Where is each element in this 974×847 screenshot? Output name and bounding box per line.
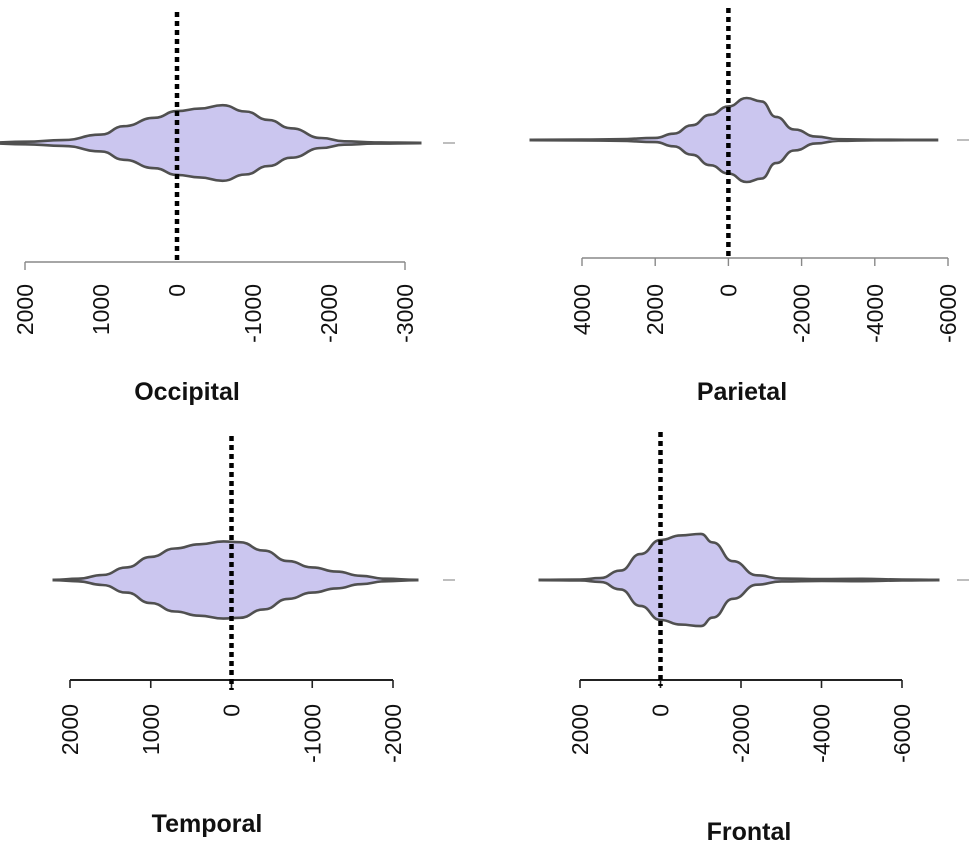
frontal-tick-label-1: 0 [648,704,674,717]
occipital-violin [0,103,422,183]
parietal-tick-label-1: 2000 [642,284,668,335]
occipital-tick-label-4: -2000 [316,284,342,343]
temporal-tick-label-0: 2000 [57,704,83,755]
occipital-tick-label-0: 2000 [12,284,38,335]
parietal-tick-label-4: -4000 [862,284,888,343]
temporal-tick-label-3: -1000 [299,704,325,763]
occipital-tick-label-5: -3000 [392,284,418,343]
frontal-tick-label-0: 2000 [567,704,593,755]
temporal-panel: 2000 1000 0 -1000 -2000 Temporal [52,436,455,838]
occipital-tick-label-3: -1000 [240,284,266,343]
temporal-violin [52,540,419,620]
parietal-tick-label-0: 4000 [569,284,595,335]
parietal-tick-label-5: -6000 [935,284,961,343]
temporal-tick-label-4: -2000 [380,704,406,763]
occipital-panel: 2000 1000 0 -1000 -2000 -3000 Occipital [0,12,455,406]
frontal-tick-label-2: -2000 [728,704,754,763]
frontal-panel: 2000 0 -2000 -4000 -6000 Frontal [538,432,969,846]
parietal-violin [529,96,939,184]
occipital-title: Occipital [134,378,240,406]
occipital-tick-label-1: 1000 [88,284,114,335]
temporal-tick-label-1: 1000 [138,704,164,755]
parietal-tick-label-2: 0 [715,284,741,297]
frontal-violin [538,532,940,628]
occipital-tick-label-2: 0 [164,284,190,297]
frontal-title: Frontal [707,818,792,846]
frontal-tick-label-3: -4000 [809,704,835,763]
temporal-title: Temporal [152,810,263,838]
frontal-tick-label-4: -6000 [889,704,915,763]
temporal-tick-label-2: 0 [219,704,245,717]
parietal-title: Parietal [697,378,787,406]
parietal-tick-label-3: -2000 [789,284,815,343]
parietal-panel: 4000 2000 0 -2000 -4000 -6000 Parietal [529,8,969,406]
